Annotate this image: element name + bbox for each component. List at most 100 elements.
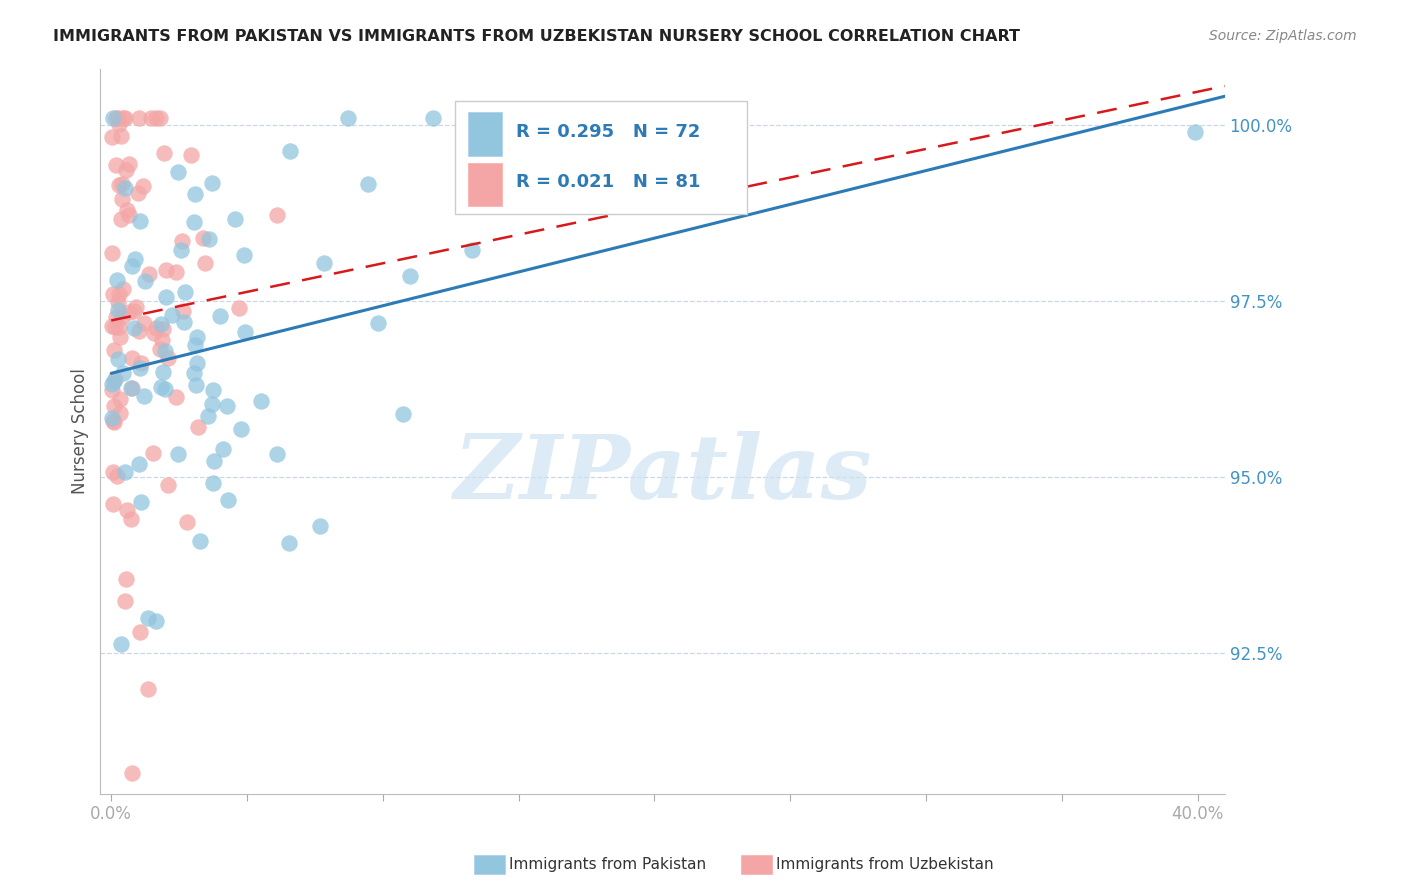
Text: R = 0.295   N = 72: R = 0.295 N = 72 <box>516 122 700 141</box>
Point <box>105 310 128 324</box>
Point <box>157 477 180 491</box>
Point <box>112 366 135 380</box>
Point <box>129 494 152 508</box>
Point <box>184 187 207 202</box>
Point <box>101 410 124 425</box>
FancyBboxPatch shape <box>468 112 502 155</box>
Point <box>461 243 484 257</box>
Point <box>104 372 127 386</box>
Point <box>128 111 150 125</box>
Point <box>107 295 129 310</box>
Point <box>167 448 190 462</box>
Point <box>201 397 224 411</box>
Point <box>105 273 128 287</box>
Point <box>107 111 129 125</box>
Point <box>107 178 129 192</box>
Point <box>202 454 225 468</box>
Point <box>184 337 207 351</box>
Point <box>170 243 193 257</box>
Point <box>127 186 149 201</box>
Point <box>337 111 360 125</box>
Point <box>136 682 159 697</box>
Point <box>114 181 136 195</box>
Point <box>134 389 156 403</box>
Point <box>233 248 256 262</box>
Point <box>172 234 194 248</box>
Y-axis label: Nursery School: Nursery School <box>72 368 89 494</box>
Point <box>110 129 132 144</box>
Point <box>114 594 136 608</box>
Point <box>197 409 219 423</box>
Point <box>129 356 152 370</box>
Point <box>173 285 195 300</box>
Point <box>111 177 134 191</box>
Point <box>117 503 139 517</box>
Point <box>107 302 129 317</box>
Point <box>152 321 174 335</box>
Point <box>186 330 208 344</box>
Point <box>155 290 177 304</box>
Point <box>145 321 167 335</box>
Text: IMMIGRANTS FROM PAKISTAN VS IMMIGRANTS FROM UZBEKISTAN NURSERY SCHOOL CORRELATIO: IMMIGRANTS FROM PAKISTAN VS IMMIGRANTS F… <box>53 29 1021 44</box>
Point <box>155 382 177 396</box>
Point <box>107 320 129 334</box>
Text: Immigrants from Pakistan: Immigrants from Pakistan <box>509 857 706 871</box>
Point <box>152 145 174 160</box>
Point <box>399 269 422 284</box>
Point <box>114 465 136 479</box>
Point <box>145 111 167 125</box>
Point <box>129 625 152 640</box>
Point <box>108 329 131 343</box>
Point <box>128 457 150 471</box>
Point <box>187 420 209 434</box>
Point <box>167 164 190 178</box>
Point <box>103 111 125 125</box>
Point <box>191 231 214 245</box>
Point <box>201 475 224 490</box>
Point <box>155 262 177 277</box>
Text: ZIPatlas: ZIPatlas <box>454 432 872 518</box>
Point <box>188 534 211 549</box>
Point <box>110 637 132 651</box>
Point <box>111 111 134 125</box>
Point <box>392 407 415 421</box>
Point <box>149 380 172 394</box>
Point <box>104 319 127 334</box>
Point <box>120 512 142 526</box>
Point <box>101 318 124 333</box>
Point <box>138 267 160 281</box>
Point <box>101 383 124 397</box>
Point <box>202 383 225 397</box>
Text: Immigrants from Uzbekistan: Immigrants from Uzbekistan <box>776 857 994 871</box>
Point <box>266 208 288 222</box>
Point <box>101 376 124 391</box>
Point <box>176 515 198 529</box>
Point <box>105 112 128 126</box>
Point <box>111 310 134 325</box>
Point <box>149 111 172 125</box>
Point <box>212 442 235 456</box>
Point <box>101 245 124 260</box>
Point <box>105 158 128 172</box>
Point <box>172 304 194 318</box>
Text: Source: ZipAtlas.com: Source: ZipAtlas.com <box>1209 29 1357 43</box>
Point <box>150 317 173 331</box>
Point <box>122 304 145 318</box>
Point <box>152 365 174 379</box>
Point <box>114 572 136 586</box>
Point <box>249 393 271 408</box>
FancyBboxPatch shape <box>468 163 502 206</box>
Point <box>1184 125 1206 139</box>
Point <box>128 361 150 376</box>
Point <box>229 422 252 436</box>
Point <box>120 381 142 395</box>
Point <box>107 117 129 131</box>
Point <box>101 287 124 301</box>
Point <box>156 351 179 365</box>
Point <box>118 208 141 222</box>
Point <box>165 390 187 404</box>
Point <box>142 446 165 460</box>
Point <box>183 215 205 229</box>
Point <box>103 343 125 357</box>
Point <box>139 111 162 125</box>
